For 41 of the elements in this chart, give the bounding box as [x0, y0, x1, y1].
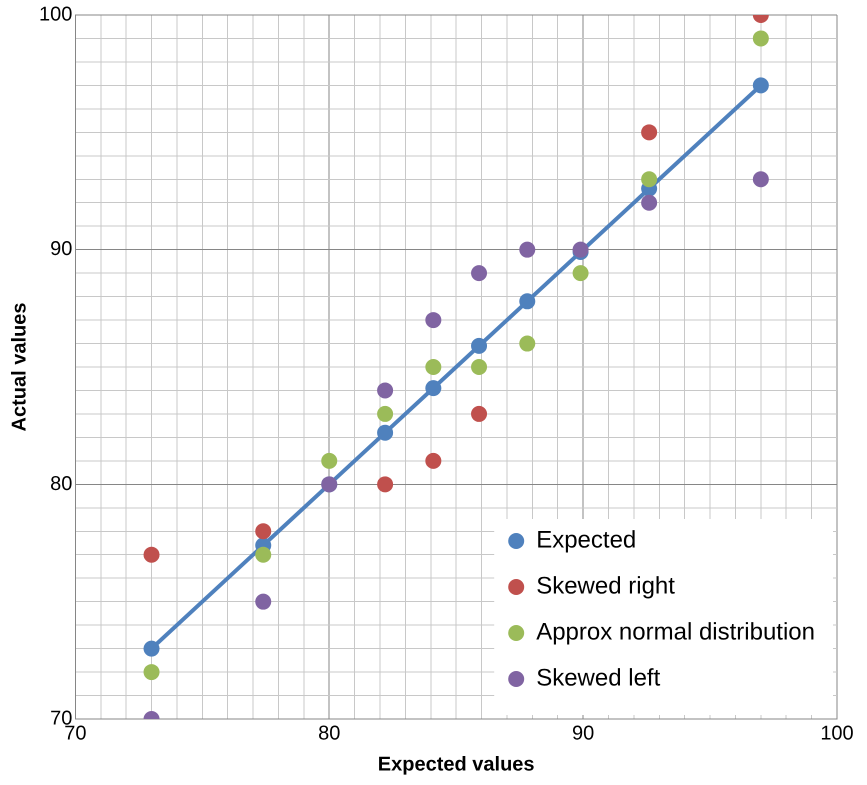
point: [144, 546, 160, 563]
y-tick-label: 90: [50, 238, 72, 260]
point: [752, 171, 769, 188]
point: [425, 452, 442, 469]
point: [471, 359, 488, 375]
legend-label: Expected: [536, 526, 636, 554]
point: [255, 546, 272, 563]
point: [321, 452, 338, 469]
point: [752, 30, 769, 46]
y-tick-label: 80: [50, 472, 72, 495]
x-tick-label: 100: [820, 722, 854, 745]
y-axis-title: Actual values: [8, 302, 31, 432]
point: [425, 380, 442, 396]
legend-label: Skewed left: [536, 664, 661, 692]
point: [425, 312, 442, 328]
point: [471, 338, 488, 354]
y-tick-label: 100: [38, 4, 72, 26]
point: [641, 124, 658, 140]
x-tick-label: 80: [318, 722, 340, 745]
point: [471, 406, 488, 422]
x-axis-title: Expected values: [378, 754, 535, 776]
legend-label: Skewed right: [536, 572, 676, 600]
legend-label: Approx normal distribution: [536, 618, 816, 646]
point: [519, 293, 536, 310]
point: [255, 594, 272, 610]
point: [255, 523, 272, 540]
point: [641, 171, 658, 188]
point: [572, 265, 589, 282]
point: [144, 640, 160, 657]
point: [425, 359, 442, 375]
point: [144, 664, 160, 680]
x-tick-label: 90: [572, 722, 594, 745]
point: [641, 194, 658, 211]
point: [377, 382, 394, 398]
point: [519, 336, 536, 352]
point: [471, 265, 488, 282]
point: [377, 476, 394, 492]
point: [377, 424, 394, 441]
point: [377, 406, 394, 422]
point: [752, 77, 769, 94]
point: [519, 242, 536, 258]
